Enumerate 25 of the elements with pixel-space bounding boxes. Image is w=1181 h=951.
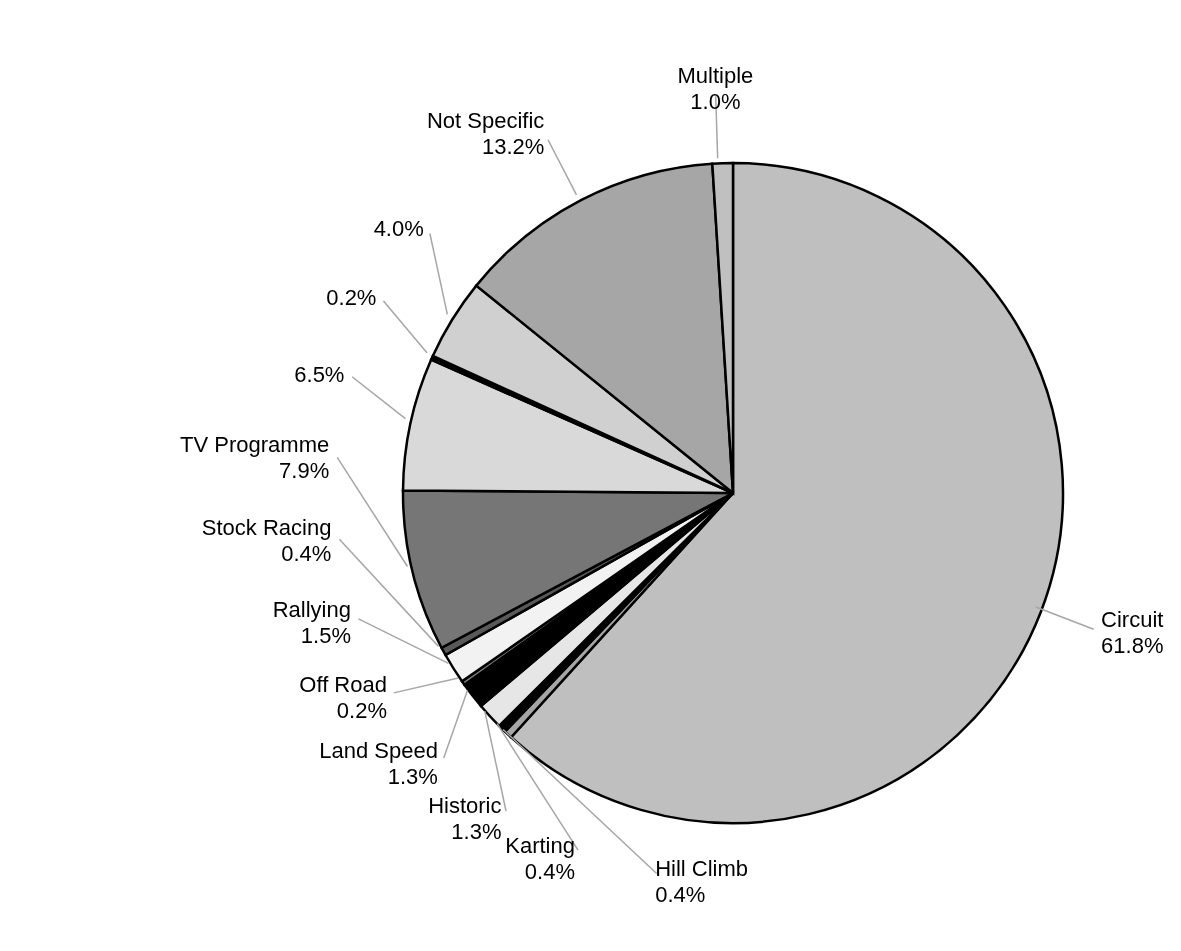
data-label: 13.2%: [481, 133, 545, 159]
slice-label: Land Speed: [319, 738, 438, 764]
data-label: 1.3%: [451, 818, 502, 844]
data-label: 0.2%: [326, 285, 377, 311]
data-label: 0.2%: [336, 698, 387, 724]
slice-label: Not Specific: [426, 107, 545, 133]
slice-label: Hill Climb: [655, 856, 749, 882]
data-label: 0.4%: [524, 858, 575, 884]
data-label: 1.5%: [300, 622, 351, 648]
data-label: 0.4%: [281, 541, 332, 567]
data-label: 0.4%: [655, 882, 706, 908]
slice-label: Off Road: [299, 672, 387, 698]
slice-label: Multiple: [677, 63, 754, 89]
data-label: 4.0%: [373, 216, 424, 242]
data-label: 7.9%: [279, 457, 330, 483]
slice-label: TV Programme: [180, 431, 330, 457]
slice-label: Stock Racing: [201, 515, 332, 541]
data-label: 6.5%: [294, 362, 345, 388]
data-label: 61.8%: [1101, 633, 1164, 659]
slice-label: Karting: [505, 832, 575, 858]
slice-label: Historic: [428, 792, 502, 818]
data-label: 1.0%: [690, 89, 741, 115]
slice-label: Rallying: [272, 596, 351, 622]
slice-label: Circuit: [1101, 607, 1164, 633]
data-label: 1.3%: [387, 764, 438, 790]
